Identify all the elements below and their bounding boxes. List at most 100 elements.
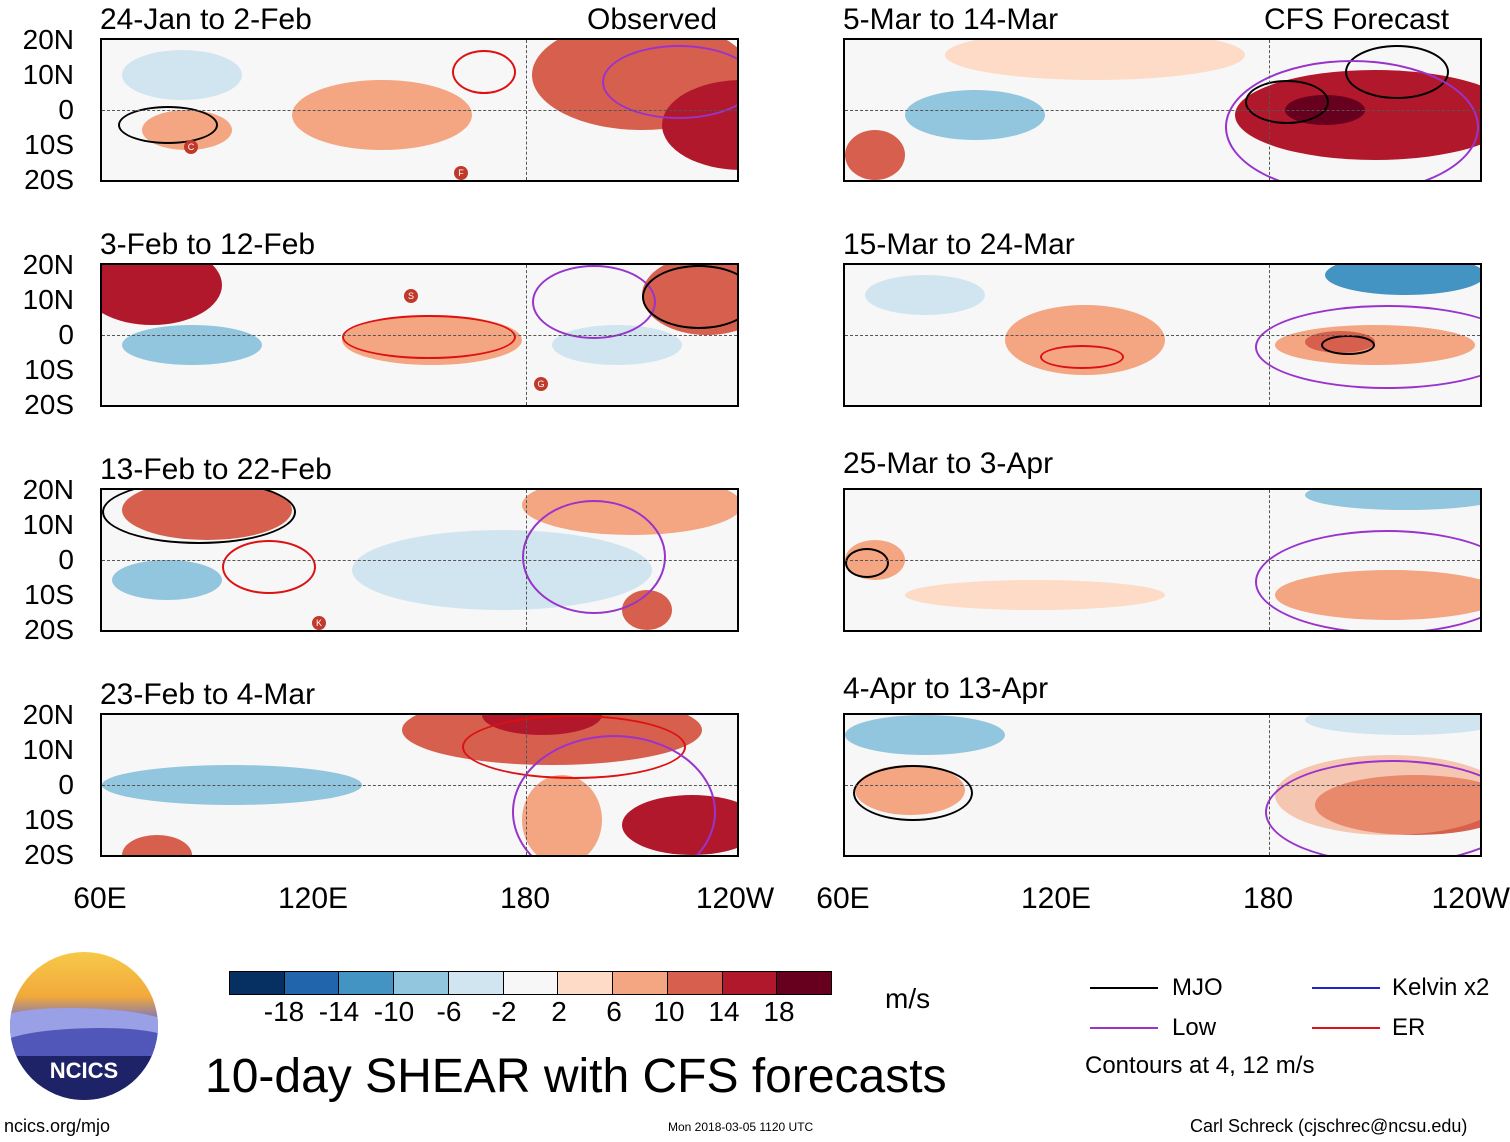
panel-title-obs3: 13-Feb to 22-Feb xyxy=(100,453,332,486)
equator-line xyxy=(102,335,737,336)
dateline xyxy=(1269,715,1270,855)
shear-anomaly xyxy=(905,580,1165,610)
equator-line xyxy=(102,110,737,111)
lat-label: 20S xyxy=(24,164,74,195)
er-contour xyxy=(452,50,516,94)
lat-label: 10S xyxy=(24,129,74,160)
colorbar-tick: 6 xyxy=(606,996,622,1027)
legend-low-label: Low xyxy=(1172,1014,1217,1041)
colorbar-tick: -2 xyxy=(491,996,517,1027)
lon-label: 60E xyxy=(816,882,870,915)
legend-er-label: ER xyxy=(1392,1014,1426,1041)
er-contour xyxy=(342,315,516,359)
colorbar-tick: 10 xyxy=(653,996,685,1027)
lat-label: 20S xyxy=(24,839,74,870)
mjo-contour xyxy=(118,106,218,144)
lat-label: 10S xyxy=(24,804,74,835)
colorbar xyxy=(229,971,832,995)
equator-line xyxy=(845,110,1480,111)
cyclone-marker: K xyxy=(312,616,326,630)
lat-label: 20N xyxy=(22,474,74,505)
colorbar-tick: 14 xyxy=(708,996,740,1027)
lat-label: 10S xyxy=(24,579,74,610)
legend-er-line xyxy=(1312,1027,1380,1029)
colorbar-swatch xyxy=(558,972,614,994)
colorbar-tick: -10 xyxy=(373,996,415,1027)
panel-title-obs4: 23-Feb to 4-Mar xyxy=(100,678,316,711)
lat-label: 0 xyxy=(58,769,74,800)
panel-title-fc3: 25-Mar to 3-Apr xyxy=(843,447,1054,480)
equator-line xyxy=(845,335,1480,336)
equator-line xyxy=(845,560,1480,561)
lat-label: 20S xyxy=(24,389,74,420)
map-panel-obs2: S G xyxy=(100,263,739,407)
map-panel-fc2 xyxy=(843,263,1482,407)
figure-title: 10-day SHEAR with CFS forecasts xyxy=(205,1050,947,1103)
logo-hill xyxy=(10,1028,158,1058)
panel-title-fc1: 5-Mar to 14-Mar xyxy=(843,3,1059,36)
dateline xyxy=(1269,490,1270,630)
shear-anomaly xyxy=(1305,715,1480,735)
shear-anomaly xyxy=(865,275,985,315)
shear-anomaly xyxy=(1325,265,1480,295)
map-panel-obs3: K xyxy=(100,488,739,632)
map-panel-fc1 xyxy=(843,38,1482,182)
map-panel-fc4 xyxy=(843,713,1482,857)
equator-line xyxy=(845,785,1480,786)
dateline xyxy=(526,490,527,630)
lat-label: 10N xyxy=(22,59,74,90)
shear-anomaly xyxy=(1305,490,1480,510)
colorbar-tick: 2 xyxy=(551,996,567,1027)
forecast-label: CFS Forecast xyxy=(1264,3,1450,36)
colorbar-swatch xyxy=(339,972,395,994)
panel-title-obs1: 24-Jan to 2-Feb xyxy=(100,3,312,36)
timestamp: Mon 2018-03-05 1120 UTC xyxy=(668,1120,814,1134)
panel-title-fc4: 4-Apr to 13-Apr xyxy=(843,672,1049,705)
legend-mjo-label: MJO xyxy=(1172,974,1223,1001)
low-contour xyxy=(1255,305,1480,389)
panel-title-obs2: 3-Feb to 12-Feb xyxy=(100,228,316,261)
source-url[interactable]: ncics.org/mjo xyxy=(4,1116,111,1136)
low-contour xyxy=(1265,760,1480,855)
shear-anomaly xyxy=(945,40,1245,80)
ncics-logo: NCICS xyxy=(10,952,158,1100)
shear-anomaly xyxy=(112,560,222,600)
equator-line xyxy=(102,560,737,561)
lon-label: 120W xyxy=(1431,884,1510,914)
dateline xyxy=(526,40,527,180)
mjo-contour xyxy=(642,265,737,329)
low-contour xyxy=(522,500,666,614)
observed-label: Observed xyxy=(587,3,718,36)
equator-line xyxy=(102,785,737,786)
lon-label: 120W xyxy=(695,882,775,915)
logo-text: NCICS xyxy=(49,1058,119,1083)
er-contour xyxy=(1040,345,1124,369)
colorbar-swatch xyxy=(394,972,449,994)
colorbar-swatch xyxy=(503,972,559,994)
legend-kelvin-label: Kelvin x2 xyxy=(1392,974,1490,1001)
lat-label: 20S xyxy=(24,614,74,645)
colorbar-swatch xyxy=(722,972,778,994)
lat-label: 10N xyxy=(22,509,74,540)
cyclone-marker: S xyxy=(404,289,418,303)
shear-anomaly xyxy=(122,50,242,100)
mjo-contour xyxy=(853,765,973,821)
low-contour xyxy=(602,45,737,119)
shear-anomaly xyxy=(905,90,1045,140)
colorbar-tick: 18 xyxy=(763,996,795,1027)
lon-label: 60E xyxy=(73,882,127,915)
legend-low-line xyxy=(1090,1027,1158,1029)
shear-anomaly xyxy=(122,835,192,855)
lat-label: 10N xyxy=(22,734,74,765)
credit: Carl Schreck (cjschrec@ncsu.edu) xyxy=(1190,1116,1468,1136)
low-contour xyxy=(1255,530,1480,630)
dateline xyxy=(526,265,527,405)
colorbar-swatch xyxy=(777,972,832,994)
shear-anomaly xyxy=(845,715,1005,755)
dateline xyxy=(1269,265,1270,405)
map-panel-obs1: C F xyxy=(100,38,739,182)
dateline xyxy=(1269,40,1270,180)
colorbar-swatch xyxy=(284,972,340,994)
lat-label: 0 xyxy=(58,319,74,350)
panel-title-fc2: 15-Mar to 24-Mar xyxy=(843,228,1075,261)
